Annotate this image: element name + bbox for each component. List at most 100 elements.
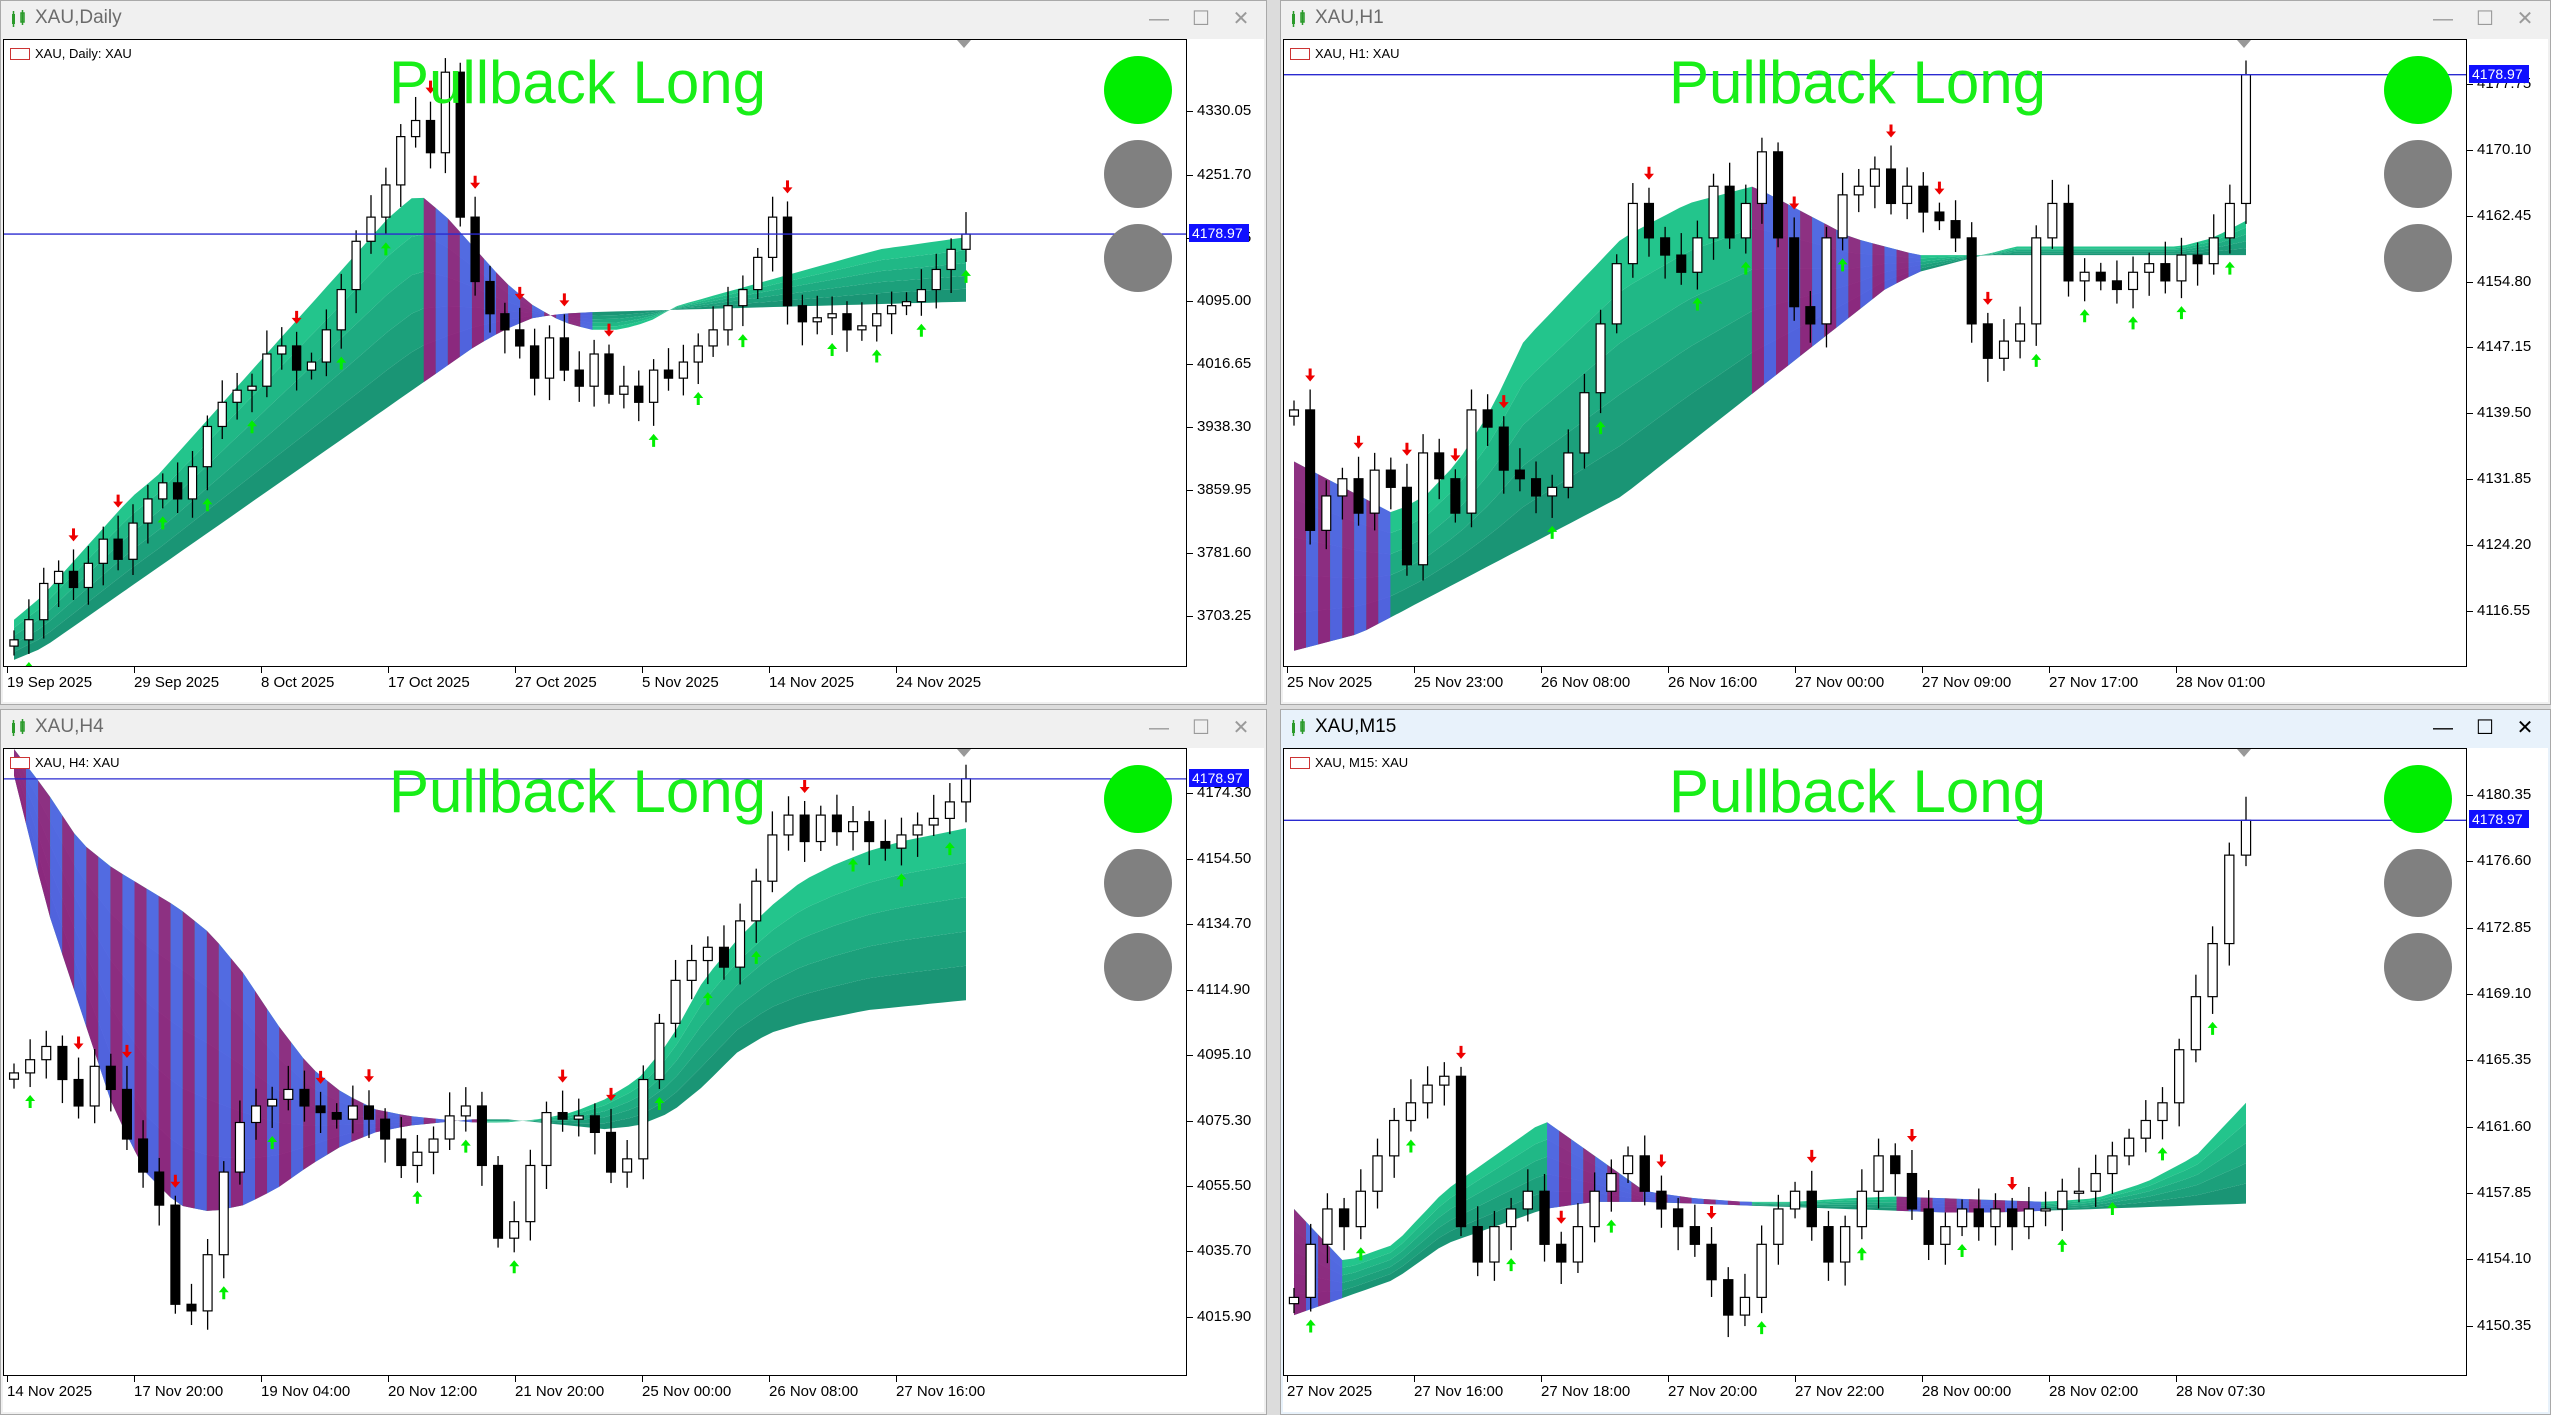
candle-body — [1439, 1075, 1450, 1086]
candle-body — [2144, 263, 2155, 273]
time-axis[interactable]: 14 Nov 2025 17 Nov 20:00 19 Nov 04:00 20 No… — [3, 1376, 1187, 1406]
candle-body — [68, 570, 79, 589]
sell-arrow-icon — [557, 1069, 568, 1083]
time-axis[interactable]: 25 Nov 2025 25 Nov 23:00 26 Nov 08:00 26 No… — [1283, 667, 2467, 697]
price-axis[interactable]: 4174.30 4154.50 4134.70 4114.90 4095.10 4075.… — [1187, 748, 1265, 1376]
buy-arrow-icon — [827, 343, 838, 357]
title-bar[interactable]: XAU,H1 — ☐ ✕ — [1281, 1, 2550, 37]
buy-arrow-icon — [944, 842, 955, 856]
candle-body — [2073, 1190, 2085, 1194]
ma-ribbon-bear-segment — [1354, 493, 1367, 636]
candle-body — [946, 248, 956, 271]
candle-body — [476, 1105, 487, 1167]
ma-ribbon-bear-segment — [1896, 1196, 1909, 1212]
chart-window-icon — [1292, 719, 1305, 736]
maximize-button[interactable]: ☐ — [1192, 717, 1210, 739]
candle-body — [708, 329, 718, 347]
current-price-tag: 4178.97 — [1189, 768, 1249, 787]
candle-body — [678, 361, 689, 379]
maximize-button[interactable]: ☐ — [1192, 8, 1210, 30]
candle-body — [2063, 202, 2074, 282]
candle-body — [797, 305, 808, 323]
candle-body — [864, 821, 875, 843]
chart-client-area[interactable]: XAU, Daily: XAU Pullback Long 4330.05 425… — [3, 39, 1264, 702]
buy-arrow-icon — [2207, 1021, 2218, 1035]
price-chart-plot[interactable]: XAU, H1: XAU Pullback Long — [1283, 39, 2467, 667]
price-chart-plot[interactable]: XAU, Daily: XAU Pullback Long — [3, 39, 1187, 667]
price-axis[interactable]: 4180.35 4176.60 4172.85 4169.10 4165.35 4161.… — [2467, 748, 2545, 1376]
chart-window-h4[interactable]: XAU,H4 — ☐ ✕ XAU, H4: XAU Pullback Long … — [0, 709, 1267, 1415]
time-tick-label: 25 Nov 23:00 — [1414, 674, 1504, 691]
candle-body — [1547, 486, 1558, 497]
time-tick — [515, 1376, 516, 1382]
maximize-button[interactable]: ☐ — [2476, 8, 2494, 30]
sell-arrow-icon — [604, 323, 614, 337]
candle-body — [751, 880, 762, 922]
close-button[interactable]: ✕ — [1232, 8, 1250, 30]
chart-shift-marker[interactable] — [957, 40, 971, 48]
candle-body — [1890, 1155, 1901, 1175]
time-tick — [261, 667, 262, 673]
ma-ribbon-layer — [1294, 1143, 2246, 1283]
candle-body — [351, 240, 361, 291]
ma-ribbon-bear-segment — [1727, 1200, 1740, 1206]
time-tick — [388, 667, 389, 673]
chart-client-area[interactable]: XAU, H1: XAU Pullback Long 4177.75 4170.1… — [1283, 39, 2548, 702]
maximize-button[interactable]: ☐ — [2476, 717, 2494, 739]
time-axis[interactable]: 27 Nov 2025 27 Nov 16:00 27 Nov 18:00 27 No… — [1283, 1376, 2467, 1406]
title-bar[interactable]: XAU,H4 — ☐ ✕ — [1, 710, 1266, 746]
candle-body — [767, 834, 778, 882]
time-tick-label: 17 Nov 20:00 — [134, 1383, 224, 1400]
candle-body — [1692, 237, 1703, 273]
price-tick — [2467, 149, 2473, 151]
candle-body — [336, 288, 346, 331]
time-tick — [769, 1376, 770, 1382]
time-axis[interactable]: 19 Sep 2025 29 Sep 2025 8 Oct 2025 17 Oct 2… — [3, 667, 1187, 697]
sell-arrow-icon — [559, 293, 570, 307]
buy-arrow-icon — [896, 873, 907, 887]
title-bar[interactable]: XAU,M15 — ☐ ✕ — [1281, 710, 2550, 746]
candle-body — [1556, 1243, 1567, 1263]
buy-arrow-icon — [1957, 1244, 1968, 1258]
candle-body — [234, 1121, 245, 1173]
price-axis[interactable]: 4177.75 4170.10 4162.45 4154.80 4147.15 4139.… — [2467, 39, 2545, 667]
ma-ribbon-bear-segment — [387, 1111, 400, 1130]
candle-body — [1773, 151, 1784, 239]
price-tick — [1187, 924, 1193, 926]
close-button[interactable]: ✕ — [1232, 717, 1250, 739]
minimize-button[interactable]: — — [2433, 717, 2453, 739]
candle-body — [2190, 996, 2202, 1051]
sell-arrow-icon — [470, 175, 481, 189]
price-chart-plot[interactable]: XAU, M15: XAU Pullback Long — [1283, 748, 2467, 1376]
time-tick-label: 27 Nov 09:00 — [1922, 674, 2012, 691]
title-bar[interactable]: XAU,Daily — ☐ ✕ — [1, 1, 1266, 37]
close-button[interactable]: ✕ — [2516, 717, 2534, 739]
price-chart-plot[interactable]: XAU, H4: XAU Pullback Long — [3, 748, 1187, 1376]
time-tick-label: 19 Sep 2025 — [7, 674, 93, 691]
chart-shift-marker[interactable] — [2237, 749, 2251, 757]
chart-client-area[interactable]: XAU, H4: XAU Pullback Long 4174.30 4154.5… — [3, 748, 1264, 1412]
chart-window-m15[interactable]: XAU,M15 — ☐ ✕ XAU, M15: XAU Pullback Lon… — [1280, 709, 2551, 1415]
time-tick-label: 27 Nov 16:00 — [1414, 1383, 1504, 1400]
close-button[interactable]: ✕ — [2516, 8, 2534, 30]
candle-body — [515, 329, 525, 347]
candle-body — [1643, 202, 1655, 239]
chart-window-h1[interactable]: XAU,H1 — ☐ ✕ XAU, H1: XAU Pullback Long … — [1280, 0, 2551, 705]
time-tick-label: 29 Sep 2025 — [134, 674, 220, 691]
chart-shift-marker[interactable] — [957, 749, 971, 757]
price-axis[interactable]: 4330.054251.704173.354095.004016.653938.… — [1187, 39, 1265, 667]
chart-client-area[interactable]: XAU, M15: XAU Pullback Long 4180.35 4176.… — [1283, 748, 2548, 1412]
candle-body — [1579, 392, 1590, 454]
candle-body — [8, 1072, 20, 1080]
current-price-tag: 4178.97 — [1189, 224, 1249, 243]
chart-shift-marker[interactable] — [2237, 40, 2251, 48]
price-tick-label: 3938.30 — [1197, 417, 1252, 435]
chart-window-daily[interactable]: XAU,Daily — ☐ ✕ XAU, Daily: XAU Pullback… — [0, 0, 1267, 705]
candle-body — [1869, 168, 1880, 187]
ma-ribbon-bear-segment — [134, 881, 147, 1174]
minimize-button[interactable]: — — [2433, 8, 2453, 30]
minimize-button[interactable]: — — [1149, 8, 1169, 30]
candle-body — [1853, 185, 1864, 196]
time-tick-label: 21 Nov 20:00 — [515, 1383, 605, 1400]
minimize-button[interactable]: — — [1149, 717, 1169, 739]
